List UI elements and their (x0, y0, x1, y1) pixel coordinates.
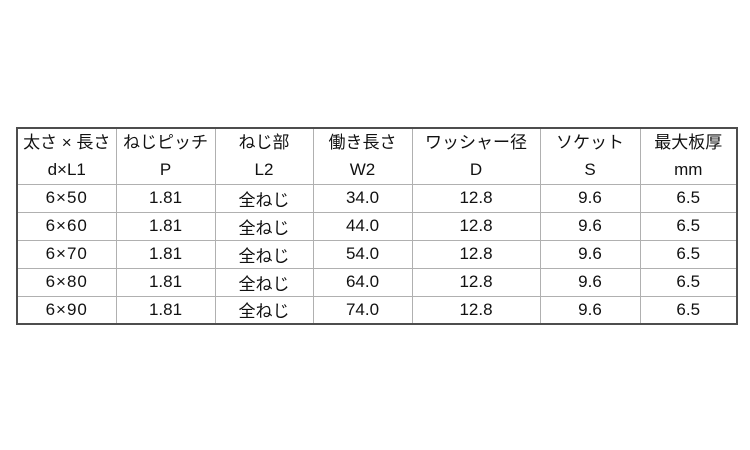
header-label: ねじ部 (238, 133, 290, 153)
table-row: 6×90 1.81 全ねじ 74.0 12.8 9.6 6.5 (16, 295, 738, 325)
cell-size: 6×90 (16, 295, 117, 325)
cell-max-thickness: 6.5 (639, 239, 738, 269)
cell-max-thickness: 6.5 (639, 211, 738, 241)
header-symbol: S (584, 160, 596, 180)
table-row: 6×50 1.81 全ねじ 34.0 12.8 9.6 6.5 (16, 183, 738, 213)
cell-size: 6×80 (16, 267, 117, 297)
cell-socket: 9.6 (539, 211, 641, 241)
cell-pitch: 1.81 (115, 295, 216, 325)
col-header-size-length: 太さ × 長さ d×L1 (16, 127, 117, 185)
cell-socket: 9.6 (539, 183, 641, 213)
header-label: ソケット (556, 133, 624, 153)
col-header-washer-diameter: ワッシャー径 D (411, 127, 541, 185)
cell-washer-diameter: 12.8 (411, 211, 541, 241)
cell-thread: 全ねじ (214, 211, 314, 241)
cell-working-length: 44.0 (312, 211, 413, 241)
header-symbol: mm (674, 160, 703, 180)
cell-working-length: 74.0 (312, 295, 413, 325)
cell-washer-diameter: 12.8 (411, 295, 541, 325)
cell-size: 6×60 (16, 211, 117, 241)
header-label: ワッシャー径 (425, 133, 527, 153)
cell-thread: 全ねじ (214, 183, 314, 213)
header-row: 太さ × 長さ d×L1 ねじピッチ P ねじ部 L2 働き長さ W2 ワッシャ… (16, 127, 738, 185)
col-header-thread-pitch: ねじピッチ P (115, 127, 216, 185)
header-symbol: D (469, 160, 483, 180)
col-header-thread-part: ねじ部 L2 (214, 127, 314, 185)
cell-thread: 全ねじ (214, 295, 314, 325)
cell-max-thickness: 6.5 (639, 295, 738, 325)
cell-washer-diameter: 12.8 (411, 239, 541, 269)
screw-spec-table: 太さ × 長さ d×L1 ねじピッチ P ねじ部 L2 働き長さ W2 ワッシャ… (16, 127, 738, 325)
cell-pitch: 1.81 (115, 239, 216, 269)
table-row: 6×60 1.81 全ねじ 44.0 12.8 9.6 6.5 (16, 211, 738, 241)
header-label: ねじピッチ (123, 133, 208, 153)
cell-size: 6×70 (16, 239, 117, 269)
header-symbol: d×L1 (47, 160, 86, 180)
header-label: 最大板厚 (654, 133, 723, 153)
cell-working-length: 54.0 (312, 239, 413, 269)
cell-socket: 9.6 (539, 267, 641, 297)
col-header-working-length: 働き長さ W2 (312, 127, 413, 185)
header-symbol: W2 (349, 160, 376, 180)
table-row: 6×70 1.81 全ねじ 54.0 12.8 9.6 6.5 (16, 239, 738, 269)
cell-max-thickness: 6.5 (639, 267, 738, 297)
col-header-socket: ソケット S (539, 127, 641, 185)
header-symbol: P (159, 160, 172, 180)
cell-working-length: 64.0 (312, 267, 413, 297)
header-label: 太さ × 長さ (23, 133, 111, 153)
cell-pitch: 1.81 (115, 211, 216, 241)
cell-washer-diameter: 12.8 (411, 183, 541, 213)
col-header-max-plate-thickness: 最大板厚 mm (639, 127, 738, 185)
table-row: 6×80 1.81 全ねじ 64.0 12.8 9.6 6.5 (16, 267, 738, 297)
header-label: 働き長さ (328, 133, 397, 153)
cell-socket: 9.6 (539, 295, 641, 325)
cell-pitch: 1.81 (115, 183, 216, 213)
cell-thread: 全ねじ (214, 239, 314, 269)
cell-washer-diameter: 12.8 (411, 267, 541, 297)
cell-pitch: 1.81 (115, 267, 216, 297)
cell-size: 6×50 (16, 183, 117, 213)
cell-max-thickness: 6.5 (639, 183, 738, 213)
header-symbol: L2 (254, 160, 274, 180)
cell-socket: 9.6 (539, 239, 641, 269)
cell-working-length: 34.0 (312, 183, 413, 213)
cell-thread: 全ねじ (214, 267, 314, 297)
